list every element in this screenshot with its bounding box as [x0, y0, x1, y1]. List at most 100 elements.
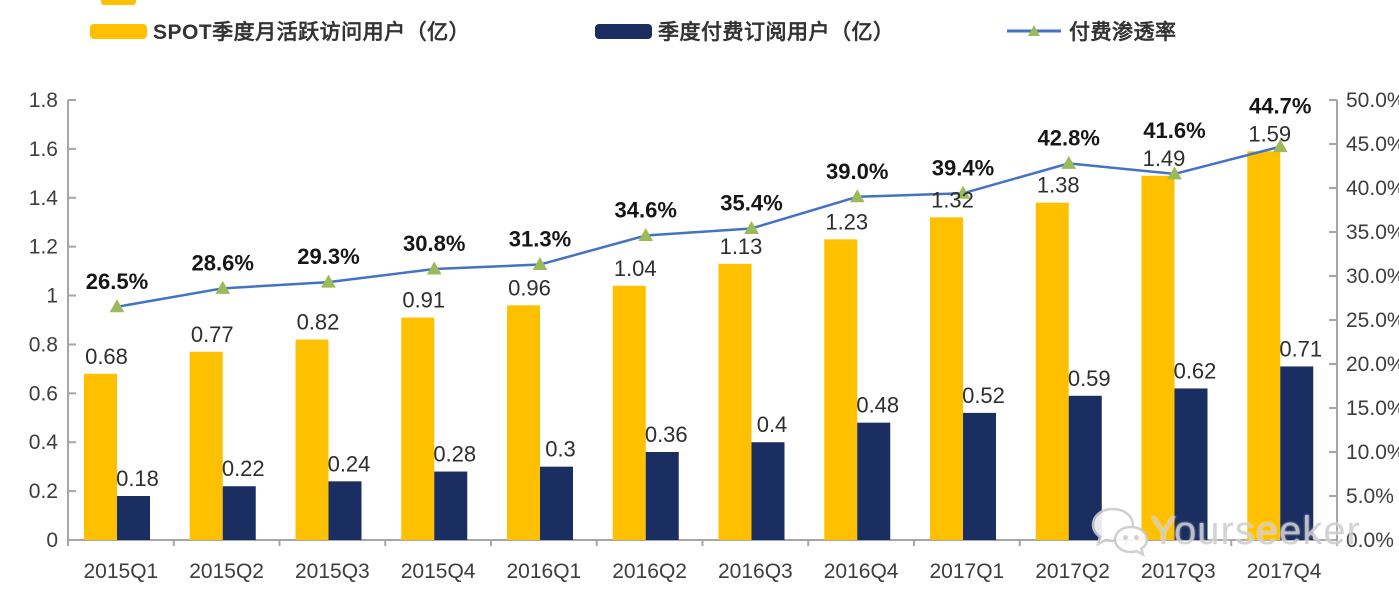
- subscribers-bar: [222, 486, 256, 540]
- right-axis-tick-label: 35.0%: [1346, 221, 1399, 244]
- mau-value-label: 0.91: [402, 288, 445, 313]
- penetration-marker-icon: [744, 220, 759, 234]
- x-axis-label: 2015Q3: [295, 560, 370, 583]
- penetration-marker-icon: [109, 299, 125, 313]
- subscribers-value-label: 0.22: [222, 456, 265, 481]
- penetration-value-label: 39.4%: [932, 155, 994, 180]
- penetration-value-label: 26.5%: [86, 269, 148, 294]
- penetration-value-label: 34.6%: [615, 198, 677, 223]
- chart-legend: SPOT季度月活跃访问用户（亿） 季度付费订阅用户（亿） 付费渗透率: [0, 0, 1399, 60]
- mau-bar: [930, 217, 963, 541]
- mau-value-label: 0.77: [191, 322, 234, 347]
- subscribers-value-label: 0.48: [856, 393, 899, 418]
- left-axis-tick-label: 0.6: [29, 382, 58, 405]
- x-axis-label: 2017Q3: [1141, 560, 1216, 583]
- subscribers-bar: [328, 481, 362, 540]
- mau-bar: [401, 317, 435, 540]
- subscribers-bar: [963, 412, 996, 540]
- subscribers-value-label: 0.36: [645, 422, 688, 447]
- mau-value-label: 0.82: [297, 310, 340, 335]
- left-axis-tick-label: 1.8: [29, 89, 58, 112]
- penetration-line: [116, 145, 1281, 309]
- mau-value-label: 1.13: [720, 234, 763, 259]
- penetration-marker-icon: [321, 274, 336, 288]
- x-axis-label: 2017Q1: [930, 560, 1005, 583]
- penetration-value-label: 28.6%: [192, 250, 254, 275]
- subscribers-bar: [540, 466, 573, 540]
- mau-value-label: 1.59: [1248, 121, 1291, 146]
- mau-bar: [1035, 202, 1069, 540]
- subscribers-bar: [751, 442, 785, 540]
- penetration-value-label: 31.3%: [509, 227, 571, 252]
- penetration-value-label: 39.0%: [826, 159, 888, 184]
- subscribers-bar: [434, 471, 468, 540]
- penetration-value-label: 44.7%: [1249, 93, 1311, 118]
- mau-value-label: 1.23: [825, 209, 868, 234]
- left-axis-tick-label: 1: [46, 285, 58, 308]
- subscribers-bar: [1280, 366, 1314, 540]
- legend-item-mau: SPOT季度月活跃访问用户（亿）: [90, 18, 470, 44]
- mau-bar: [189, 351, 223, 540]
- penetration-marker-icon: [1272, 139, 1288, 153]
- mau-bar: [824, 239, 858, 541]
- legend-item-penetration: 付费渗透率: [1007, 18, 1177, 44]
- left-axis-tick-label: 1.2: [29, 236, 58, 259]
- x-axis-label: 2015Q4: [401, 560, 476, 583]
- subscribers-bar: [1068, 395, 1102, 540]
- mau-value-label: 1.04: [614, 256, 657, 281]
- penetration-marker-icon: [532, 257, 548, 271]
- right-axis-tick-label: 30.0%: [1346, 265, 1399, 288]
- penetration-marker-icon: [215, 280, 231, 294]
- x-axis-label: 2015Q2: [189, 560, 264, 583]
- subscribers-legend-label: 季度付费订阅用户（亿）: [658, 21, 895, 44]
- penetration-marker-icon: [1167, 166, 1182, 180]
- penetration-value-label: 29.3%: [297, 244, 359, 269]
- mau-bar: [507, 305, 540, 540]
- subscribers-bar: [857, 422, 891, 540]
- right-axis-tick-label: 5.0%: [1346, 485, 1394, 508]
- subscribers-value-label: 0.71: [1279, 336, 1322, 361]
- right-axis-tick-label: 20.0%: [1346, 353, 1399, 376]
- mau-value-label: 1.49: [1143, 146, 1186, 171]
- right-axis-tick-label: 25.0%: [1346, 309, 1399, 332]
- penetration-marker-icon: [1061, 155, 1077, 169]
- mau-value-label: 1.32: [931, 187, 974, 212]
- subscribers-value-label: 0.24: [328, 451, 371, 476]
- penetration-value-label: 35.4%: [720, 190, 782, 215]
- x-axis-label: 2016Q3: [718, 560, 793, 583]
- subscribers-value-label: 0.62: [1174, 358, 1217, 383]
- left-axis-tick-label: 0: [46, 529, 58, 552]
- x-axis-label: 2016Q1: [507, 560, 582, 583]
- x-axis-label: 2015Q1: [84, 560, 159, 583]
- subscribers-legend-swatch: [595, 23, 652, 39]
- penetration-value-label: 42.8%: [1038, 125, 1100, 150]
- mau-bar: [1247, 151, 1281, 541]
- subscribers-value-label: 0.52: [962, 383, 1005, 408]
- mau-value-label: 1.38: [1037, 173, 1080, 198]
- right-axis-tick-label: 15.0%: [1346, 397, 1399, 420]
- right-axis-tick-label: 45.0%: [1346, 133, 1399, 156]
- mau-bar: [612, 285, 646, 540]
- subscribers-value-label: 0.28: [433, 442, 476, 467]
- subscribers-bar: [117, 496, 150, 540]
- penetration-value-label: 41.6%: [1143, 118, 1205, 143]
- left-axis-tick-label: 1.4: [29, 187, 59, 210]
- penetration-marker-icon: [849, 189, 865, 203]
- subscribers-value-label: 0.59: [1068, 366, 1111, 391]
- penetration-marker-icon: [955, 185, 971, 199]
- left-axis-tick-label: 0.4: [29, 431, 59, 454]
- mau-bar: [295, 339, 329, 540]
- left-axis-tick-label: 0.8: [29, 333, 58, 356]
- left-axis-tick-label: 0.2: [29, 480, 58, 503]
- mau-bar: [84, 373, 117, 540]
- right-axis-tick-label: 0.0%: [1346, 529, 1394, 552]
- cropped-yellow-sliver: [101, 0, 136, 5]
- subscribers-value-label: 0.18: [116, 466, 159, 491]
- mau-bar: [1141, 175, 1175, 540]
- penetration-legend-label: 付费渗透率: [1069, 21, 1177, 44]
- penetration-marker-icon: [426, 261, 442, 275]
- left-axis-tick-label: 1.6: [29, 138, 58, 161]
- subscribers-value-label: 0.4: [757, 412, 788, 437]
